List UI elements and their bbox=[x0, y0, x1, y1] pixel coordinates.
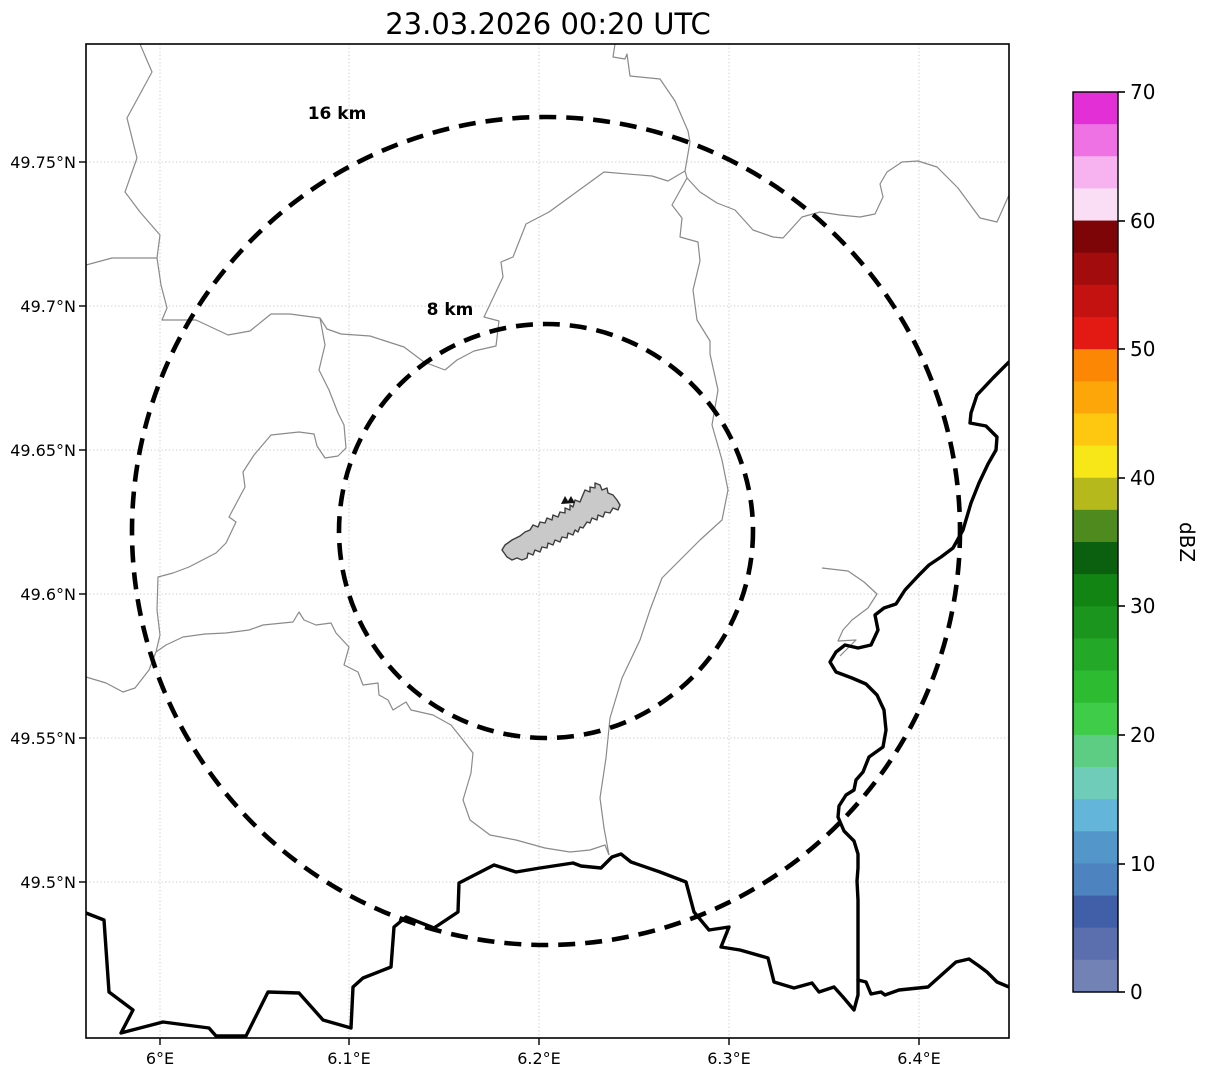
x-tick-label: 6.4°E bbox=[897, 1049, 941, 1068]
colorbar-segment bbox=[1073, 349, 1118, 382]
colorbar-segment bbox=[1073, 284, 1118, 318]
admin-boundary-line bbox=[686, 160, 1009, 239]
colorbar-segment bbox=[1073, 124, 1118, 157]
admin-boundary-line bbox=[155, 317, 347, 653]
admin-boundary-line bbox=[156, 257, 446, 371]
y-axis-tick-labels: 49.75°N 49.7°N 49.65°N 49.6°N 49.55°N 49… bbox=[10, 153, 76, 892]
admin-boundary-line bbox=[612, 44, 691, 179]
colorbar-segment bbox=[1073, 799, 1118, 832]
colorbar-segment bbox=[1073, 445, 1118, 479]
colorbar-tick-label: 10 bbox=[1130, 852, 1155, 876]
colorbar-tick-label: 30 bbox=[1130, 594, 1155, 618]
admin-boundary-line bbox=[444, 170, 686, 371]
colorbar-segment bbox=[1073, 670, 1118, 704]
colorbar-segment bbox=[1073, 252, 1118, 286]
admin-boundary-lines bbox=[86, 44, 1009, 856]
colorbar-segment bbox=[1073, 831, 1118, 865]
colorbar-frame bbox=[1072, 91, 1119, 993]
colorbar-tick-label: 0 bbox=[1130, 980, 1143, 1004]
colorbar-segment bbox=[1073, 220, 1118, 254]
colorbar-segment bbox=[1073, 927, 1118, 961]
x-tick-label: 6.1°E bbox=[327, 1049, 371, 1068]
colorbar-segment bbox=[1073, 156, 1118, 190]
map-frame bbox=[85, 43, 1010, 1039]
y-tick-label: 49.75°N bbox=[10, 153, 76, 172]
colorbar-segment bbox=[1073, 477, 1118, 511]
colorbar-tick-marks bbox=[1118, 91, 1125, 993]
admin-boundary-line bbox=[86, 257, 157, 266]
colorbar-segment bbox=[1073, 959, 1118, 993]
colorbar-segment bbox=[1073, 188, 1118, 222]
colorbar-tick-label: 40 bbox=[1130, 466, 1155, 490]
admin-boundary-line bbox=[599, 177, 729, 856]
y-tick-label: 49.5°N bbox=[20, 873, 76, 892]
colorbar-tick-label: 50 bbox=[1130, 337, 1155, 361]
colorbar-title: dBZ bbox=[1175, 522, 1199, 562]
colorbar-segment bbox=[1073, 702, 1118, 736]
range-ring-8km bbox=[336, 321, 756, 741]
y-tick-label: 49.6°N bbox=[20, 585, 76, 604]
country-border-river-east bbox=[828, 360, 1009, 982]
colorbar-tick-label: 70 bbox=[1130, 80, 1155, 104]
x-tick-label: 6°E bbox=[146, 1049, 174, 1068]
colorbar-segment bbox=[1073, 606, 1118, 640]
colorbar-segment bbox=[1073, 767, 1118, 800]
colorbar-segment bbox=[1073, 317, 1118, 350]
city-polygon bbox=[501, 482, 621, 561]
colorbar-tick-labels: 70 60 50 40 30 20 10 0 bbox=[1130, 80, 1155, 1004]
y-tick-label: 49.7°N bbox=[20, 297, 76, 316]
colorbar-segment bbox=[1073, 92, 1118, 125]
colorbar-segment bbox=[1073, 381, 1118, 415]
y-tick-label: 49.65°N bbox=[10, 441, 76, 460]
admin-boundary-line bbox=[821, 567, 878, 657]
admin-boundary-line bbox=[124, 44, 161, 259]
y-tick-label: 49.55°N bbox=[10, 729, 76, 748]
colorbar-segment bbox=[1073, 509, 1118, 543]
radar-site-marker bbox=[561, 496, 575, 504]
colorbar-segment bbox=[1073, 734, 1118, 768]
x-tick-label: 6.3°E bbox=[707, 1049, 751, 1068]
colorbar-tick-label: 20 bbox=[1130, 723, 1155, 747]
admin-boundary-line bbox=[155, 611, 610, 856]
colorbar-segment bbox=[1073, 542, 1118, 575]
colorbar-tick-label: 60 bbox=[1130, 209, 1155, 233]
colorbar-segment bbox=[1073, 638, 1118, 672]
x-axis-tick-labels: 6°E 6.1°E 6.2°E 6.3°E 6.4°E bbox=[146, 1049, 941, 1068]
colorbar-segment bbox=[1073, 895, 1118, 929]
x-tick-label: 6.2°E bbox=[517, 1049, 561, 1068]
colorbar-segments bbox=[1073, 92, 1118, 993]
range-ring-16km bbox=[129, 114, 963, 948]
colorbar-segment bbox=[1073, 863, 1118, 897]
range-ring-8km-label: 8 km bbox=[427, 300, 474, 320]
colorbar-segment bbox=[1073, 574, 1118, 607]
country-borders bbox=[86, 360, 1009, 1038]
country-border-south bbox=[86, 852, 1009, 1038]
plot-title: 23.03.2026 00:20 UTC bbox=[385, 7, 711, 41]
colorbar-segment bbox=[1073, 413, 1118, 447]
range-ring-16km-label: 16 km bbox=[308, 104, 367, 124]
axis-tick-marks bbox=[79, 161, 920, 1045]
